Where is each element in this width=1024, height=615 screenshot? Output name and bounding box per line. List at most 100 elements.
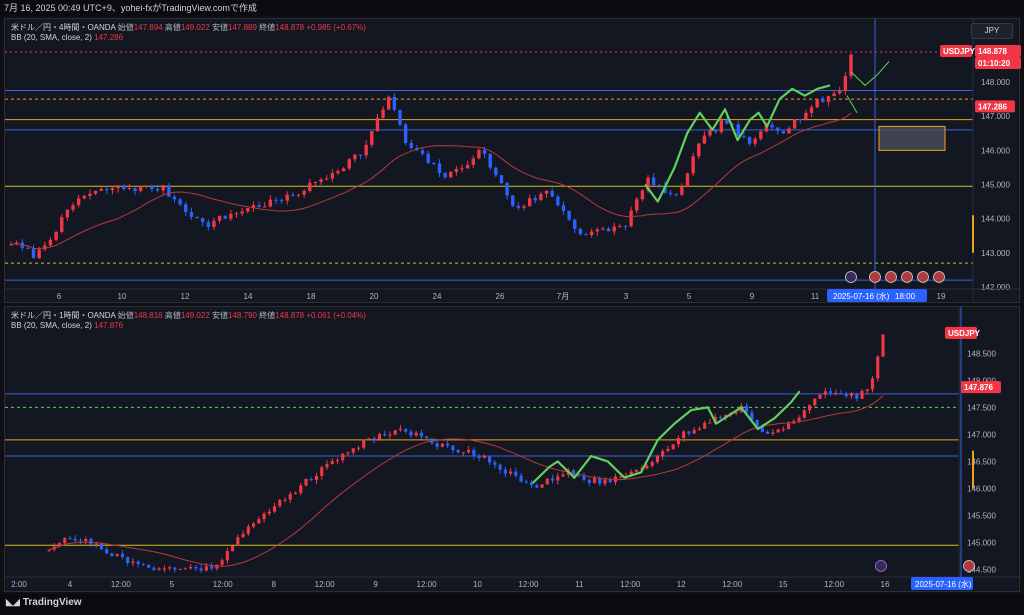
candle-body — [299, 485, 303, 493]
crosshair-date: 2025-07-16 (水) — [915, 579, 972, 589]
candlestick-chart-4h[interactable]: 148.000 147.000 146.000 145.000 144.000 143.0… — [5, 19, 1021, 304]
candle-body — [173, 567, 177, 570]
candle-body — [76, 198, 81, 206]
symbol-title: 米ドル／円・4時間・OANDA — [11, 23, 116, 32]
candle-body — [781, 130, 786, 134]
chart-panel-4h[interactable]: 148.000 147.000 146.000 145.000 144.000 143.0… — [4, 18, 1021, 304]
candle-body — [843, 76, 848, 92]
candle-body — [241, 533, 245, 538]
time-tick-label: 7月 — [557, 292, 569, 301]
candle-body — [370, 131, 374, 145]
price-tick-label: 148.000 — [967, 376, 996, 385]
candle-body — [110, 553, 114, 556]
candle-body — [47, 549, 51, 551]
candle-body — [771, 432, 775, 434]
candle-body — [262, 513, 266, 520]
chart-panel-1h[interactable]: 148.500 148.000 147.500 147.000 146.500 146.0… — [4, 306, 1021, 593]
candle-body — [367, 438, 371, 440]
candle-body — [178, 199, 182, 205]
candle-body — [210, 566, 214, 569]
event-icon-3 — [901, 271, 913, 283]
candle-body — [362, 439, 366, 448]
countdown-tag: 01:10:20 — [978, 59, 1011, 68]
candle-body — [220, 560, 224, 565]
open-value: 148.816 — [133, 311, 163, 320]
bb-price-tag-bg — [975, 100, 1015, 113]
candle-body — [592, 478, 597, 483]
candle-body — [573, 219, 577, 229]
candle-body — [634, 469, 639, 472]
candle-body — [545, 478, 549, 485]
candle-body — [493, 462, 497, 465]
candle-body — [167, 185, 171, 197]
candle-body — [522, 206, 526, 208]
candle-body — [456, 449, 460, 453]
candle-body — [730, 123, 735, 125]
change-value: +0.061 (+0.04%) — [306, 311, 366, 320]
time-tick-label: 12:00 — [111, 580, 132, 589]
candle-body — [460, 168, 464, 170]
candle-body — [341, 168, 346, 172]
candle-body — [419, 432, 423, 437]
candle-body — [388, 434, 392, 436]
candle-body — [105, 189, 109, 191]
bb-label: BB (20, SMA, close, 2) — [11, 321, 92, 330]
tradingview-logo-icon: ◣◢ — [6, 597, 20, 607]
tradingview-logo[interactable]: ◣◢ TradingView — [6, 597, 82, 608]
crosshair-date-bg — [911, 577, 973, 590]
candle-body — [229, 213, 233, 219]
time-tick-label: 9 — [750, 292, 755, 301]
candle-body — [692, 429, 696, 434]
time-tick-label: 4 — [68, 580, 73, 589]
candle-body — [561, 205, 566, 211]
candle-body — [443, 173, 447, 178]
green-wave-drawing — [531, 390, 801, 484]
candle-body — [809, 107, 814, 113]
candle-body — [393, 430, 397, 435]
candle-body — [755, 419, 759, 427]
footer-bar: ◣◢ TradingView — [0, 594, 1024, 615]
candle-body — [346, 452, 350, 454]
currency-button[interactable]: JPY — [971, 23, 1013, 39]
event-icon-2 — [885, 271, 897, 283]
candle-body — [736, 124, 740, 136]
candle-body — [802, 410, 806, 418]
candle-body — [341, 453, 345, 461]
candle-body — [251, 523, 256, 527]
candle-body — [257, 205, 261, 207]
candle-body — [640, 190, 645, 200]
candle-body — [304, 478, 308, 486]
candle-body — [309, 478, 313, 481]
candle-body — [223, 216, 227, 219]
symbol-tag-bg — [945, 326, 977, 339]
candle-body — [601, 228, 605, 230]
candle-body — [43, 245, 47, 250]
candle-body — [849, 54, 853, 77]
candle-body — [839, 393, 843, 395]
candle-body — [183, 568, 187, 570]
candle-body — [356, 447, 361, 449]
candle-body — [750, 412, 754, 420]
candle-body — [231, 545, 235, 552]
tradingview-brand: TradingView — [22, 597, 82, 608]
candle-body — [550, 478, 555, 481]
candle-body — [89, 539, 93, 545]
candle-body — [629, 210, 633, 227]
candle-body — [674, 194, 678, 196]
price-tick-label: 147.000 — [981, 112, 1010, 121]
candle-body — [351, 448, 355, 453]
candle-body — [870, 378, 875, 390]
candle-body — [383, 434, 387, 436]
candle-body — [577, 475, 581, 477]
candle-body — [364, 144, 368, 156]
candle-body — [451, 445, 455, 450]
candle-body — [234, 213, 239, 215]
candle-body — [516, 205, 521, 208]
candle-body — [776, 429, 780, 433]
bb-basis-line — [10, 112, 852, 250]
open-value: 147.894 — [133, 23, 163, 32]
candle-body — [73, 538, 77, 541]
candlestick-chart-1h[interactable]: 148.500 148.000 147.500 147.000 146.500 146.0… — [5, 307, 1021, 593]
price-tag-bg — [975, 45, 1021, 58]
candle-body — [697, 143, 701, 157]
